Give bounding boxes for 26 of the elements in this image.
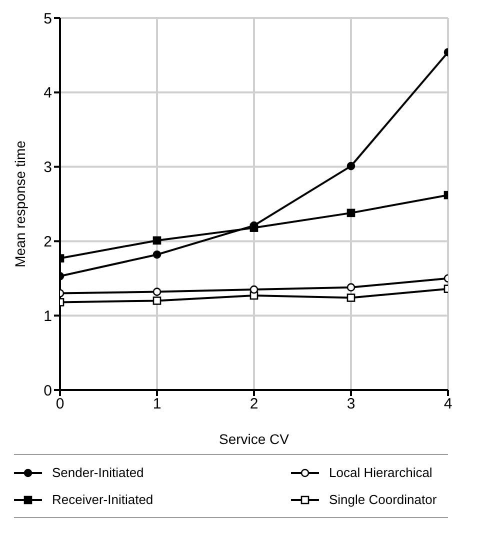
x-tick-label: 0	[56, 396, 64, 413]
x-tick-label: 2	[250, 396, 258, 413]
y-tick-label: 1	[44, 308, 52, 325]
x-tick-label: 4	[444, 396, 452, 413]
y-tick-label: 4	[44, 84, 52, 102]
point	[152, 250, 162, 259]
legend-label: Single Coordinator	[329, 492, 437, 507]
legend-label: Sender-Initiated	[52, 465, 144, 480]
point	[346, 283, 356, 292]
point	[152, 236, 162, 245]
point	[346, 294, 356, 302]
y-axis-title: Mean response time	[12, 140, 28, 268]
legend-label: Receiver-Initiated	[52, 492, 154, 507]
y-tick-label: 2	[44, 234, 52, 251]
point	[152, 296, 162, 305]
x-axis-title: Service CV	[218, 431, 290, 447]
y-tick-label: 3	[44, 159, 52, 176]
legend-label: Local Hierarchical	[329, 465, 432, 480]
point	[250, 285, 258, 294]
x-tick-label: 3	[346, 396, 356, 413]
y-tick-label: 5	[44, 10, 52, 28]
y-tick-label: 0	[44, 382, 52, 400]
point	[346, 208, 356, 218]
point	[152, 288, 162, 296]
point	[346, 162, 356, 170]
x-tick-label: 1	[152, 396, 162, 413]
